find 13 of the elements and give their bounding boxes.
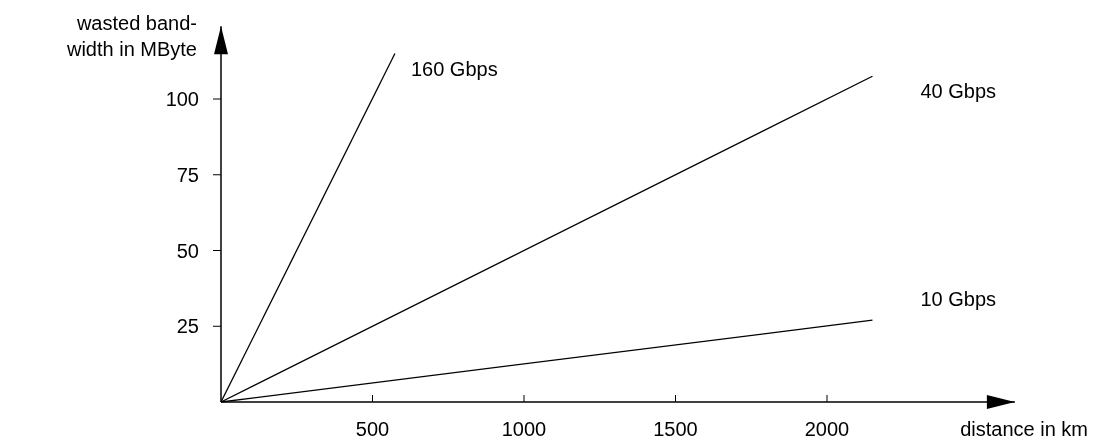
x-tick-label: 1000 <box>501 418 547 440</box>
text: 40 Gbps <box>920 80 997 103</box>
x-tick-label: 1500 <box>653 418 698 440</box>
y-tick-label: 25 <box>176 315 199 338</box>
y-tick-label: 100 <box>165 88 199 110</box>
text: 10 Gbps <box>920 288 997 311</box>
y-tick-label: 50 <box>176 239 199 262</box>
y-tick-label: 75 <box>176 163 199 186</box>
y-axis-title: wasted band- width in MByte <box>65 12 197 60</box>
x-tick-label: 2000 <box>804 418 850 440</box>
x-axis-title: distance in km <box>960 418 1088 440</box>
series-label: 160 Gbps <box>410 57 498 80</box>
x-tick-label: 500 <box>355 418 390 440</box>
